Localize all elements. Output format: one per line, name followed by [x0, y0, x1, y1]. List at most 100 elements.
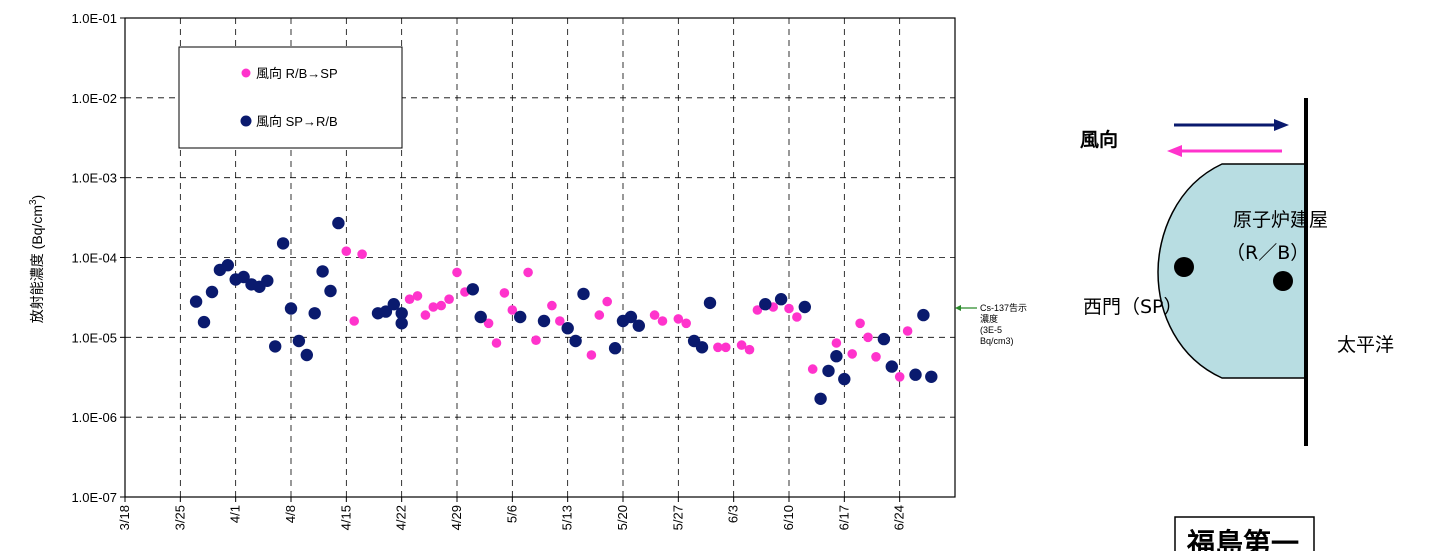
point-rb-to-sp [444, 294, 454, 305]
annotation-arrow-head [955, 305, 961, 311]
wind-arrow-right [1174, 119, 1289, 131]
x-tick-label: 4/1 [228, 505, 243, 523]
point-rb-to-sp [894, 372, 905, 382]
point-sp-to-rb [292, 334, 306, 348]
point-rb-to-sp [871, 352, 881, 362]
point-rb-to-sp [863, 332, 873, 343]
point-sp-to-rb [838, 372, 851, 386]
legend-label-sp-rb: 風向 SP→R/B [256, 114, 338, 129]
x-tick-label: 5/13 [560, 505, 575, 530]
point-rb-to-sp [555, 316, 565, 326]
point-sp-to-rb [205, 285, 219, 299]
point-sp-to-rb [925, 370, 938, 383]
point-sp-to-rb [237, 270, 250, 284]
point-sp-to-rb [577, 287, 590, 301]
point-sp-to-rb [474, 310, 487, 324]
y-tick-label: 1.0E-04 [71, 251, 117, 266]
point-rb-to-sp [507, 305, 518, 315]
point-rb-to-sp [452, 267, 462, 278]
x-tick-label: 4/22 [394, 505, 409, 530]
wind-arrow-left [1167, 145, 1282, 157]
x-tick-label: 3/18 [117, 505, 132, 530]
y-tick-label: 1.0E-06 [71, 410, 117, 425]
annotation-line-2: 濃度 [980, 313, 998, 324]
site-diagram: 風向 原子炉建屋 （R／B） 西門（SP） 太平洋 福島第一 [1080, 98, 1394, 551]
point-rb-to-sp [602, 296, 612, 307]
point-rb-to-sp [744, 344, 755, 355]
point-rb-to-sp [341, 246, 352, 256]
point-rb-to-sp [357, 249, 367, 259]
point-sp-to-rb [608, 342, 622, 355]
point-rb-to-sp [649, 310, 660, 320]
station-label-box [1174, 516, 1315, 551]
x-tick-label: 5/6 [504, 505, 519, 523]
point-sp-to-rb [537, 314, 551, 328]
point-sp-to-rb [632, 319, 645, 332]
point-sp-to-rb [830, 350, 843, 363]
data-points [189, 216, 938, 405]
point-rb-to-sp [436, 300, 447, 311]
point-sp-to-rb [885, 360, 898, 373]
point-sp-to-rb [276, 237, 290, 250]
point-rb-to-sp [428, 302, 439, 312]
x-tick-label: 4/29 [449, 505, 464, 530]
west-gate-label: 西門（SP） [1083, 296, 1183, 318]
point-sp-to-rb [269, 340, 282, 353]
point-sp-to-rb [387, 298, 400, 311]
annotation-line-3: (3E-5 [980, 325, 1002, 335]
point-sp-to-rb [822, 364, 835, 378]
y-tick-label: 1.0E-03 [71, 171, 117, 186]
point-rb-to-sp [586, 350, 597, 360]
point-sp-to-rb [332, 216, 345, 230]
point-rb-to-sp [784, 303, 794, 314]
x-axis-ticks: 3/18 3/25 4/1 4/8 4/15 4/22 4/29 5/6 5/13 5/20 5/2… [117, 497, 907, 530]
point-sp-to-rb [774, 293, 788, 306]
legend-marker-rb-sp [241, 68, 251, 78]
annotation-line-1: Cs-137告示 [980, 302, 1027, 313]
y-tick-label: 1.0E-05 [71, 330, 117, 345]
legend-label-rb-sp: 風向 R/B→SP [256, 66, 338, 81]
legend: 風向 R/B→SP 風向 SP→R/B [178, 46, 403, 149]
point-sp-to-rb [197, 315, 211, 329]
point-sp-to-rb [514, 310, 527, 324]
annotation-line-4: Bq/cm3) [980, 336, 1014, 346]
point-sp-to-rb [909, 368, 922, 381]
point-rb-to-sp [547, 300, 557, 311]
legend-box [178, 46, 403, 149]
point-rb-to-sp [721, 342, 731, 353]
point-sp-to-rb [877, 332, 891, 346]
point-rb-to-sp [404, 294, 415, 305]
legend-marker-sp-rb [240, 115, 252, 127]
reactor-building-abbrev: （R／B） [1226, 242, 1309, 264]
regulatory-limit-annotation: Cs-137告示 濃度 (3E-5 Bq/cm3) [955, 302, 1027, 346]
point-rb-to-sp [713, 342, 723, 353]
point-sp-to-rb [189, 295, 203, 308]
point-rb-to-sp [483, 318, 494, 329]
y-tick-label: 1.0E-07 [71, 490, 117, 505]
point-sp-to-rb [395, 307, 408, 320]
point-sp-to-rb [759, 298, 772, 311]
point-sp-to-rb [917, 308, 930, 322]
reactor-building-label: 原子炉建屋 [1233, 209, 1328, 231]
point-rb-to-sp [349, 316, 360, 326]
point-rb-to-sp [673, 314, 684, 324]
point-rb-to-sp [523, 267, 533, 278]
x-tick-label: 6/24 [892, 505, 907, 530]
x-tick-label: 4/8 [283, 505, 298, 523]
point-sp-to-rb [316, 265, 329, 278]
point-rb-to-sp [412, 291, 423, 301]
point-rb-to-sp [491, 338, 502, 348]
x-tick-label: 5/20 [615, 505, 630, 530]
point-sp-to-rb [261, 274, 274, 287]
point-rb-to-sp [847, 349, 857, 359]
point-rb-to-sp [531, 335, 541, 346]
point-rb-to-sp [831, 338, 842, 348]
point-rb-to-sp [594, 310, 605, 320]
point-rb-to-sp [807, 364, 818, 374]
point-sp-to-rb [395, 317, 408, 330]
point-rb-to-sp [499, 288, 510, 298]
point-rb-to-sp [792, 312, 802, 322]
y-axis-ticks: 1.0E-07 1.0E-06 1.0E-05 1.0E-04 1.0E-03 1.0E-… [71, 11, 125, 505]
x-tick-label: 6/3 [726, 505, 741, 523]
